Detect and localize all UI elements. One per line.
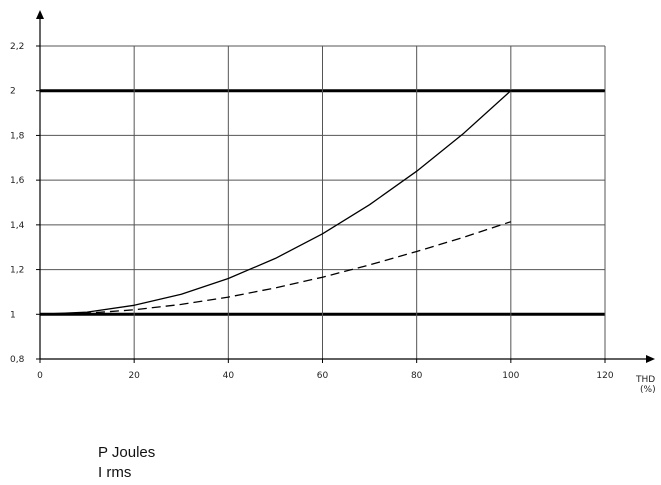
- y-tick-label: 1,4: [10, 221, 25, 231]
- y-tick-label: 2: [10, 87, 16, 97]
- x-axis-label: THD: [635, 375, 655, 385]
- series: [39, 90, 605, 315]
- y-axis-arrow: [36, 10, 44, 19]
- x-tick-label: 120: [596, 371, 613, 381]
- legend-p-joules: P Joules: [98, 444, 156, 461]
- series-line-i-rms: [39, 221, 512, 315]
- x-tick-label: 80: [411, 371, 423, 381]
- y-tick-label: 1: [10, 310, 16, 320]
- y-tick-label: 0,8: [10, 355, 25, 365]
- series-line-p-joules: [39, 90, 605, 315]
- x-tick-label: 20: [128, 371, 140, 381]
- x-tick-label: 100: [502, 371, 519, 381]
- y-tick-label: 1,6: [10, 176, 25, 186]
- y-tick-label: 1,8: [10, 131, 25, 141]
- x-axis-arrow: [646, 355, 655, 363]
- x-tick-label: 0: [37, 371, 43, 381]
- x-tick-label: 40: [223, 371, 235, 381]
- y-tick-label: 2,2: [10, 42, 24, 52]
- axes: [36, 10, 655, 363]
- legend-i-rms: I rms: [98, 464, 132, 481]
- grid: [40, 45, 606, 360]
- tick-labels: 0,8 1 1,2 1,4 1,6 1,8 2 2,2 0 20 40 60 80 100 120: [10, 42, 614, 381]
- x-tick-label: 60: [317, 371, 329, 381]
- chart: 0,811,21,41,61,822,20 20 40 60 80 100 120 THD …: [10, 10, 656, 395]
- y-tick-label: 1,2: [10, 266, 24, 276]
- x-axis-unit: (%): [640, 385, 656, 395]
